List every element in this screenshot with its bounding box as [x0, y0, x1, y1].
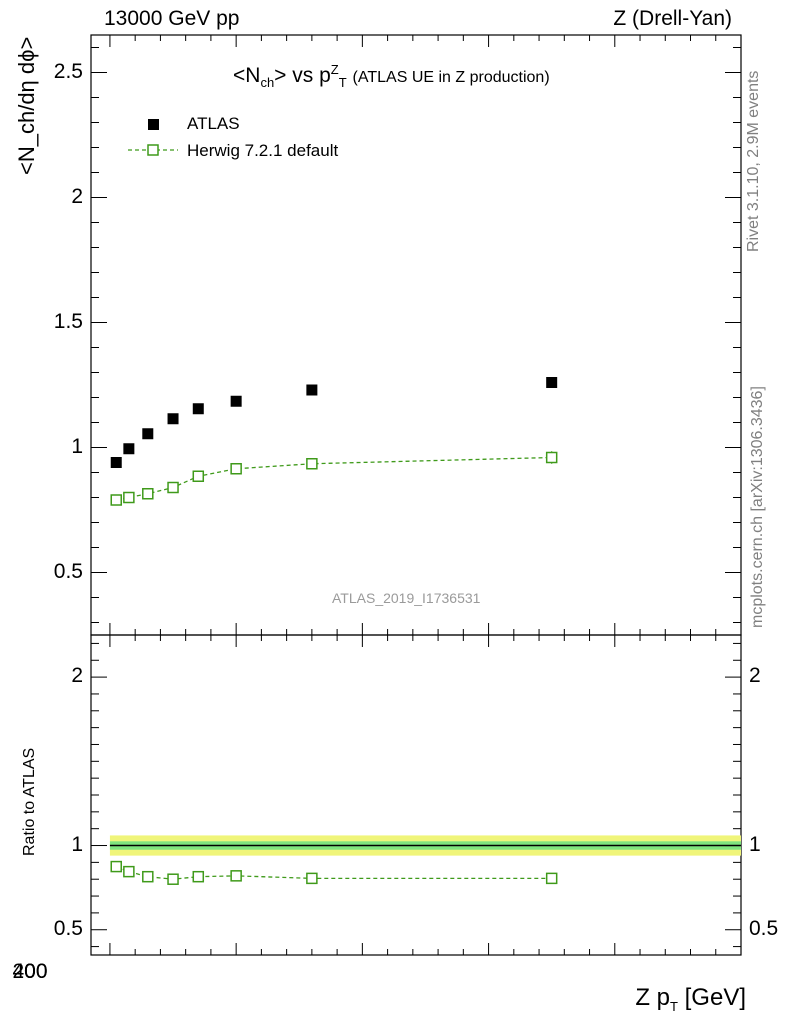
ratio-point [142, 870, 154, 883]
y-tick-top-1: 1 [71, 434, 83, 458]
legend-atlas-label: ATLAS [187, 114, 240, 133]
mc-point [110, 494, 122, 506]
rivet-version-label: Rivet 3.1.10, 2.9M events [745, 70, 762, 252]
data-markers [110, 377, 558, 885]
y-tick-top-2: 1.5 [53, 309, 83, 333]
y-tick-bot-0: 0.5 [53, 916, 83, 940]
y-tick-top-4: 2.5 [53, 59, 83, 83]
axis-ticks [91, 35, 742, 955]
ratio-point [123, 865, 135, 878]
mc-line-top [116, 456, 552, 501]
atlas-point [167, 413, 179, 425]
mc-point [142, 488, 154, 500]
mc-point [192, 470, 205, 482]
ratio-point [192, 870, 205, 883]
atlas-point [142, 428, 154, 440]
bottom-frame [90, 634, 742, 956]
mc-point [306, 458, 318, 470]
x-axis-label: Z pT [GeV] [635, 984, 746, 1014]
x-axis-label-unit: [GeV] [684, 984, 746, 1011]
x-axis-label-sub: T [670, 998, 678, 1014]
title-mid: > vs p [274, 64, 331, 87]
mc-dashed-lines [116, 456, 552, 880]
analysis-reference: ATLAS_2019_I1736531 [332, 590, 481, 606]
ratio-point [230, 870, 242, 882]
mc-point [545, 451, 558, 464]
y-axis-label-top: <N_ch/dη dϕ> [14, 36, 39, 175]
x-tick-0: 0 [24, 960, 36, 983]
axes-frames [90, 34, 742, 956]
atlas-point [306, 384, 318, 396]
y-tick-bot-right-0: 0.5 [749, 916, 779, 940]
reference-band [109, 835, 742, 856]
header-left: 13000 GeV pp [104, 7, 240, 30]
atlas-point [546, 377, 558, 388]
legend-mc-marker [147, 144, 159, 156]
mc-point [123, 491, 135, 504]
header-right: Z (Drell-Yan) [613, 7, 732, 30]
x-tick-1: 200 [12, 960, 48, 983]
y-tick-bot-1: 1 [71, 832, 83, 856]
atlas-point [230, 395, 242, 407]
legend-mc-label: Herwig 7.2.1 default [187, 141, 339, 160]
plot-title: <Nch> vs pZT (ATLAS UE in Z production) [233, 62, 550, 90]
title-extra: (ATLAS UE in Z production) [352, 69, 550, 86]
mc-line-ratio [116, 865, 552, 880]
y-tick-bot-2: 2 [71, 664, 83, 688]
title-sup: Z [330, 62, 339, 77]
y-tick-top-3: 2 [71, 184, 83, 208]
ratio-point [167, 873, 179, 885]
mc-point [167, 481, 179, 494]
mcplots-label: mcplots.cern.ch [arXiv:1306.3436] [749, 386, 766, 628]
title-sub: ch [260, 75, 275, 91]
y-tick-bot-right-1: 1 [749, 832, 761, 856]
atlas-point [123, 443, 135, 455]
ratio-point [306, 872, 318, 885]
title-main: <N [233, 64, 261, 87]
atlas-point [110, 457, 122, 468]
title-sub-t: T [338, 75, 347, 91]
legend [128, 119, 178, 156]
ratio-point [545, 872, 558, 885]
x-axis-label-main: Z p [635, 984, 671, 1011]
y-tick-top-0: 0.5 [53, 559, 83, 583]
y-tick-bot-right-2: 2 [749, 664, 761, 688]
atlas-point [192, 403, 204, 415]
ratio-point [110, 860, 122, 873]
mc-point [230, 463, 242, 475]
legend-atlas-marker [148, 119, 159, 130]
x-tick-2: 400 [12, 960, 48, 983]
